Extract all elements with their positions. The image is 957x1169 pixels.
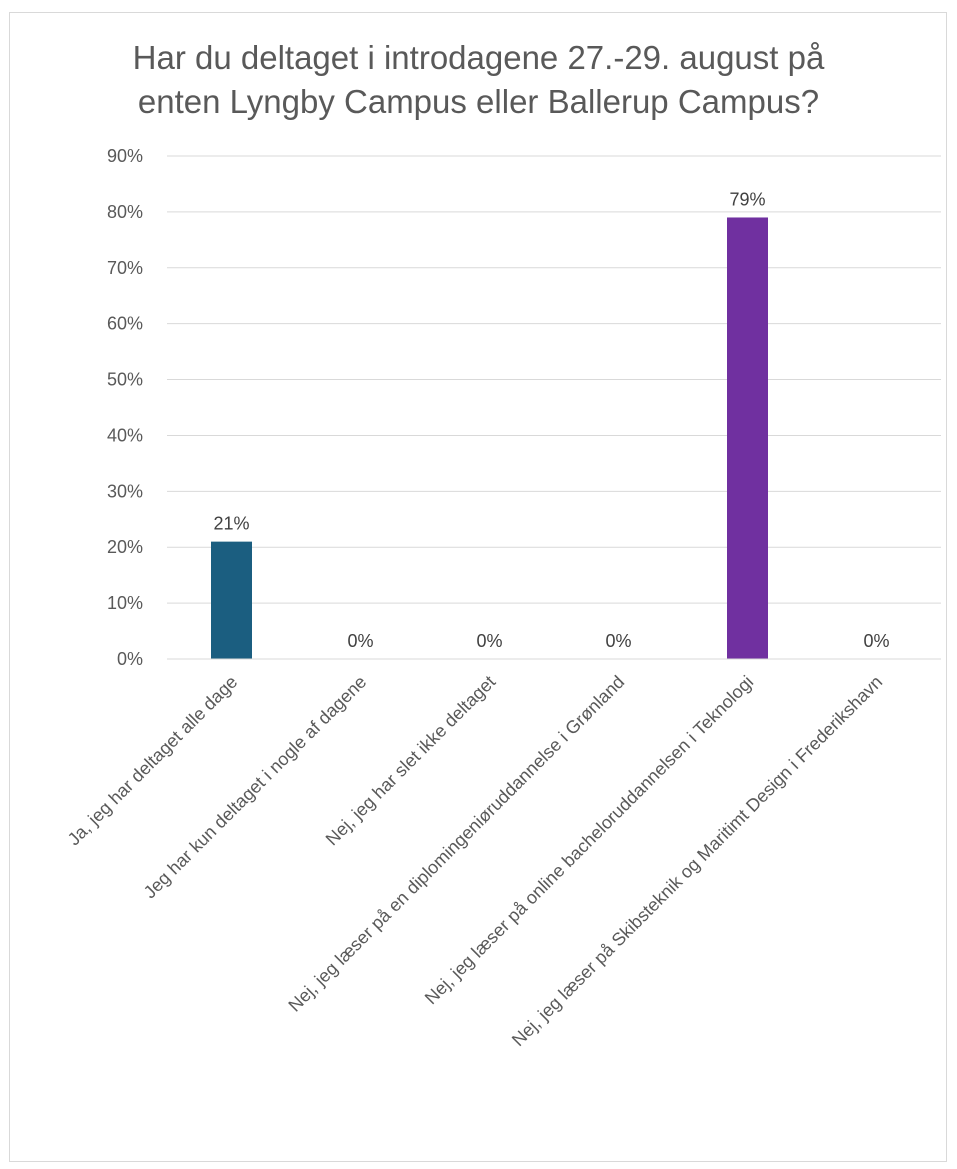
bar — [211, 541, 252, 659]
y-tick-label: 0% — [117, 649, 143, 669]
data-label: 0% — [863, 631, 889, 651]
data-label: 79% — [729, 189, 765, 209]
y-axis: 0% 10% 20% 30% 40% 50% 60% 70% 80% 90% — [107, 146, 143, 669]
data-label: 0% — [605, 631, 631, 651]
y-tick-label: 90% — [107, 146, 143, 166]
y-tick-label: 60% — [107, 314, 143, 334]
y-tick-label: 50% — [107, 370, 143, 390]
x-category-label: Jeg har kun deltaget i nogle af dagene — [140, 672, 371, 903]
data-labels: 21% 0% 0% 0% 79% 0% — [213, 189, 889, 651]
bar — [727, 217, 768, 659]
y-tick-label: 80% — [107, 202, 143, 222]
chart-title-line-1: Har du deltaget i introdagene 27.-29. au… — [132, 39, 825, 76]
data-label: 0% — [476, 631, 502, 651]
y-tick-label: 10% — [107, 593, 143, 613]
y-tick-label: 70% — [107, 258, 143, 278]
data-label: 21% — [213, 514, 249, 534]
gridlines — [167, 155, 941, 660]
y-tick-label: 30% — [107, 481, 143, 501]
chart-title: Har du deltaget i introdagene 27.-29. au… — [0, 36, 957, 124]
chart-title-line-2: enten Lyngby Campus eller Ballerup Campu… — [137, 83, 820, 120]
y-tick-label: 20% — [107, 537, 143, 557]
data-label: 0% — [347, 631, 373, 651]
bars — [211, 217, 768, 659]
chart-frame — [9, 12, 947, 1162]
y-tick-label: 40% — [107, 425, 143, 445]
